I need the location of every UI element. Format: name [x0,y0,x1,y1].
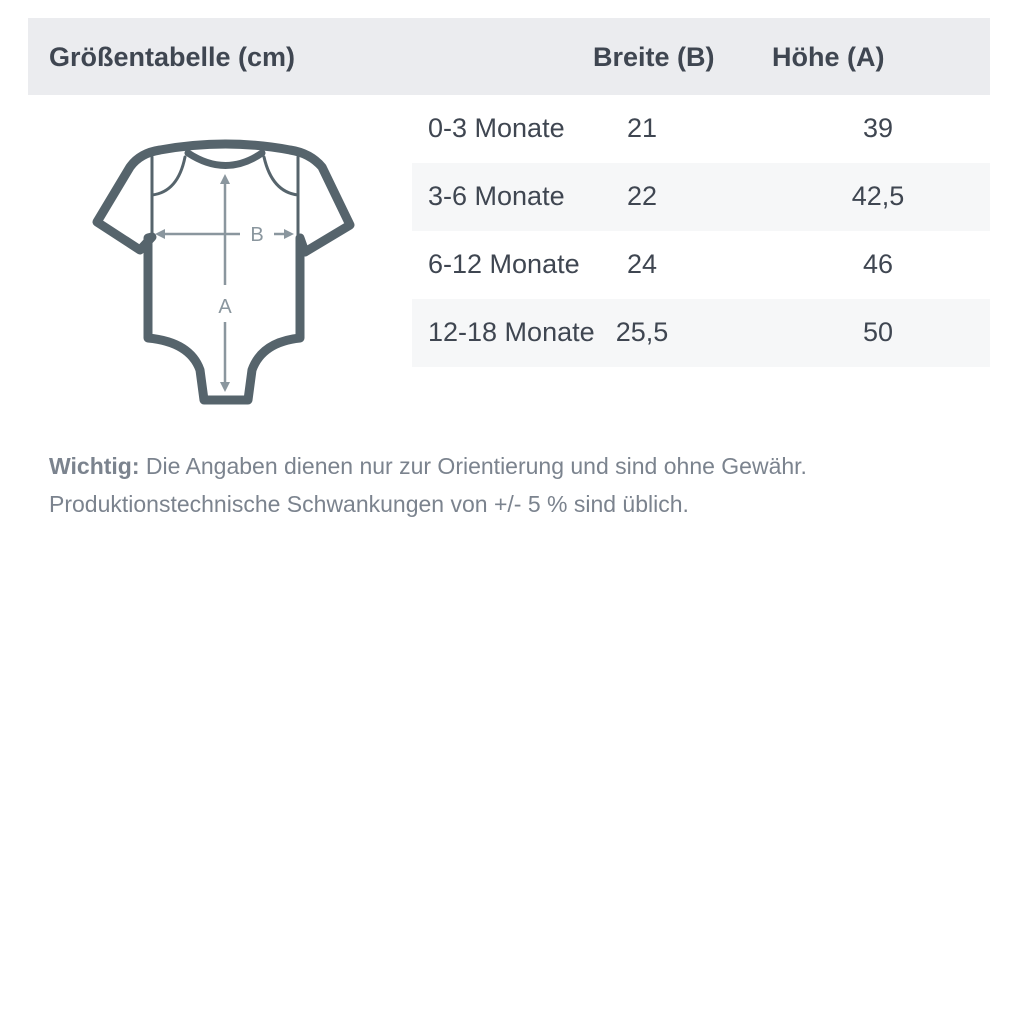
table-title: Größentabelle (cm) [49,42,296,72]
column-header-width: Breite (B) [593,42,715,72]
disclaimer-note: Wichtig: Die Angaben dienen nur zur Orie… [49,447,807,523]
size-cell: 6-12 Monate [428,249,580,279]
height-cell: 39 [862,113,894,143]
width-cell: 21 [626,113,658,143]
table-row: 3-6 Monate 22 42,5 [412,163,990,231]
width-cell: 22 [626,181,658,211]
size-cell: 0-3 Monate [428,113,565,143]
label-a: A [218,296,232,318]
table-header: Größentabelle (cm) Breite (B) Höhe (A) [28,18,990,95]
size-cell: 12-18 Monate [428,317,595,347]
note-line-1: Die Angaben dienen nur zur Orientierung … [139,453,807,479]
height-cell: 50 [862,317,894,347]
table-row: 12-18 Monate 25,5 50 [412,299,990,367]
size-cell: 3-6 Monate [428,181,565,211]
note-line-2: Produktionstechnische Schwankungen von +… [49,491,689,517]
label-b: B [250,224,263,246]
table-row: 6-12 Monate 24 46 [412,231,990,299]
width-cell: 25,5 [615,317,669,347]
table-row: 0-3 Monate 21 39 [412,95,990,163]
column-header-height: Höhe (A) [772,42,885,72]
onesie-diagram-icon: B A [92,139,355,405]
height-cell: 42,5 [851,181,905,211]
height-cell: 46 [862,249,894,279]
note-label: Wichtig: [49,453,140,479]
width-cell: 24 [626,249,658,279]
